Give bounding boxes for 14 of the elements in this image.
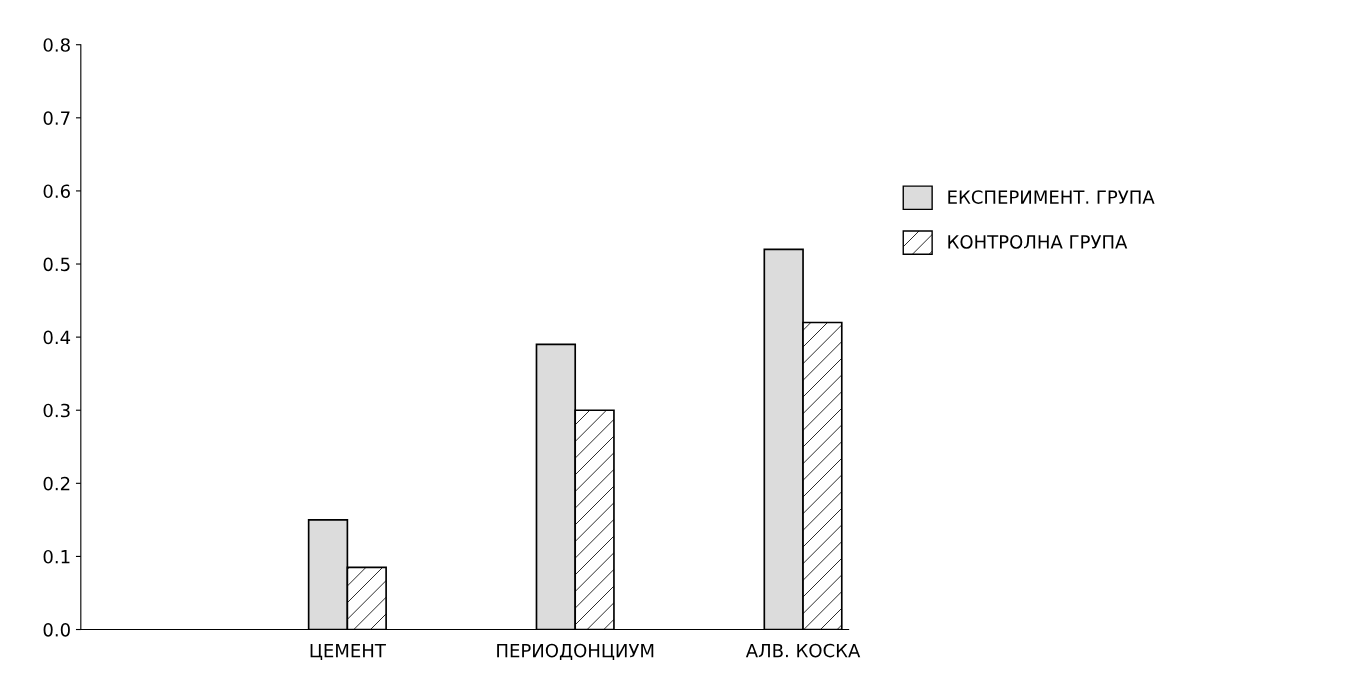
- y-tick-label: 0.6: [43, 184, 70, 199]
- y-tick-label: 0.2: [43, 476, 70, 491]
- y-tick-label: 0.5: [43, 257, 70, 272]
- y-tick-label: 0.7: [43, 111, 70, 125]
- x-tick-label: ЦЕМЕНТ: [310, 643, 386, 660]
- x-tick-label: ПЕРИОДОНЦИУМ: [497, 643, 654, 660]
- y-tick-label: 0.3: [43, 403, 70, 418]
- legend-label: КОНТРОЛНА ГРУПА: [948, 235, 1128, 249]
- y-tick-label: 0.4: [43, 330, 71, 345]
- legend-label: ЕКСПЕРИМЕНТ. ГРУПА: [948, 190, 1155, 204]
- y-tick-label: 0.1: [43, 549, 70, 564]
- y-tick-label: 0.8: [43, 38, 70, 52]
- y-tick-label: 0.0: [43, 622, 70, 637]
- x-tick-label: АЛВ. КОСКА: [745, 643, 861, 658]
